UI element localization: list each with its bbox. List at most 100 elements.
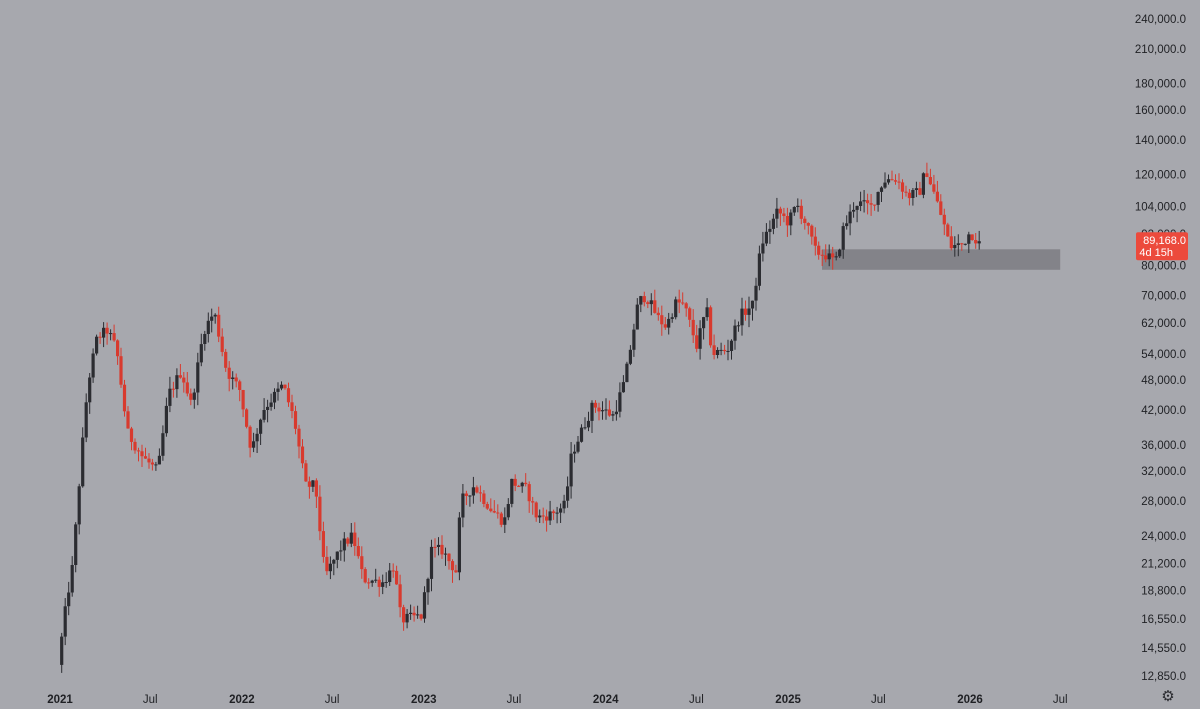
candle xyxy=(255,428,259,453)
candle xyxy=(716,347,720,359)
candle xyxy=(670,313,674,323)
candle xyxy=(154,461,158,471)
candle xyxy=(426,577,430,605)
candle xyxy=(775,197,779,228)
candle xyxy=(356,537,360,559)
candle xyxy=(583,417,587,430)
candle xyxy=(266,399,270,423)
candle xyxy=(852,202,856,218)
candle xyxy=(457,512,461,581)
candle xyxy=(391,563,395,578)
gear-icon[interactable]: ⚙ xyxy=(1161,688,1175,705)
candle xyxy=(705,298,709,321)
price-axis[interactable]: 240,000.0 210,000.0 180,000.0 160,000.0 140,… xyxy=(1135,14,1186,683)
candle xyxy=(464,490,468,506)
candle xyxy=(60,632,64,673)
candle xyxy=(848,204,852,236)
candle xyxy=(499,511,503,528)
y-tick-label: 42,000.0 xyxy=(1141,405,1186,417)
candle xyxy=(893,174,898,185)
candle xyxy=(684,302,688,317)
candle xyxy=(663,317,667,330)
candle xyxy=(241,389,245,418)
candle xyxy=(133,438,137,454)
candle xyxy=(907,189,911,206)
y-tick-label: 12,850.0 xyxy=(1141,671,1186,683)
candle xyxy=(747,296,751,328)
candle xyxy=(709,305,713,348)
candle xyxy=(450,559,455,583)
candle xyxy=(921,172,925,199)
current-price-tag: 89,168.04d 15h xyxy=(1136,232,1188,261)
candle xyxy=(632,323,636,357)
candle xyxy=(360,546,364,579)
candle xyxy=(838,248,842,258)
candle xyxy=(489,498,493,513)
candle xyxy=(845,215,849,230)
candle xyxy=(691,309,695,343)
candle xyxy=(925,162,929,178)
y-tick-label: 18,800.0 xyxy=(1141,586,1186,598)
candle xyxy=(286,382,291,407)
candle xyxy=(681,292,685,306)
candle xyxy=(702,316,706,340)
candle xyxy=(227,361,231,392)
candle xyxy=(161,425,165,461)
candle xyxy=(803,216,807,230)
candle xyxy=(656,307,660,321)
candle xyxy=(311,480,315,492)
candle xyxy=(604,398,608,420)
y-tick-label: 210,000.0 xyxy=(1135,44,1186,56)
current-price-label: 89,168.0 xyxy=(1143,235,1186,247)
candle xyxy=(419,613,423,621)
candle xyxy=(293,405,298,435)
candle xyxy=(443,547,448,566)
candle xyxy=(900,179,905,200)
candle xyxy=(719,342,723,356)
x-tick-label: 2021 xyxy=(47,694,73,706)
time-axis[interactable]: 2021 Jul 2022 Jul 2023 Jul 2024 Jul 2025 Jul 2026 J… xyxy=(47,694,1067,706)
candle xyxy=(785,207,789,237)
candle xyxy=(88,373,92,414)
candle xyxy=(412,606,416,622)
candle xyxy=(81,427,85,488)
candle xyxy=(796,198,800,213)
x-tick-label: Jul xyxy=(143,694,158,706)
candle xyxy=(168,376,172,413)
candle xyxy=(307,476,311,499)
candle xyxy=(475,485,479,494)
support-zone-layer xyxy=(822,249,1061,270)
candle xyxy=(579,424,584,443)
candle xyxy=(314,478,318,508)
candle xyxy=(824,244,828,263)
candle xyxy=(869,194,873,216)
candle xyxy=(614,400,618,421)
candle xyxy=(363,567,367,584)
candle xyxy=(304,460,308,482)
x-tick-label: Jul xyxy=(689,694,704,706)
candle xyxy=(862,190,866,213)
candle xyxy=(199,333,203,367)
candle xyxy=(140,444,144,467)
candle xyxy=(346,537,350,547)
candle xyxy=(74,522,78,573)
candle xyxy=(342,532,346,562)
candle xyxy=(478,485,482,502)
candle xyxy=(942,208,946,236)
candle xyxy=(269,393,273,411)
candle xyxy=(210,308,214,333)
candle xyxy=(370,579,374,587)
candle xyxy=(454,564,458,573)
candle xyxy=(436,537,441,556)
candle xyxy=(70,556,74,597)
candle xyxy=(590,400,594,433)
candle xyxy=(649,293,653,316)
y-tick-label: 21,200.0 xyxy=(1141,559,1186,571)
y-tick-label: 54,000.0 xyxy=(1141,349,1186,361)
candle xyxy=(98,332,102,344)
candle xyxy=(119,347,123,388)
candle xyxy=(740,297,744,336)
candle xyxy=(231,371,235,390)
